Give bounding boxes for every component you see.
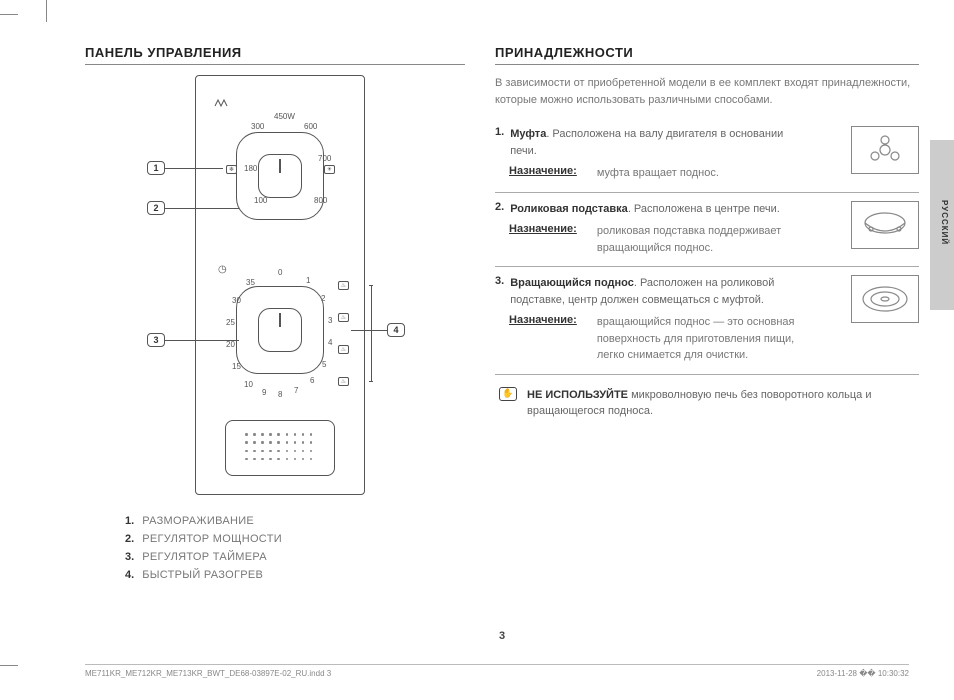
power-label: 600 <box>304 122 317 131</box>
footer-filename: ME711KR_ME712KR_ME713KR_BWT_DE68-03897E-… <box>85 669 331 678</box>
callout-2: 2 <box>147 201 165 215</box>
intro-text: В зависимости от приобретенной модели в … <box>495 75 919 108</box>
crop-mark <box>46 0 47 22</box>
clock-icon: ◷ <box>218 264 227 275</box>
power-dial <box>236 132 324 220</box>
purpose-text: вращающийся поднос — это основная поверх… <box>597 314 805 364</box>
timer-label: 6 <box>310 376 314 385</box>
item-number: 1. <box>495 126 504 159</box>
callout-line <box>165 208 239 209</box>
legend-text: РАЗМОРАЖИВАНИЕ <box>142 515 254 527</box>
legend-text: РЕГУЛЯТОР ТАЙМЕРА <box>142 551 267 563</box>
power-label: 100 <box>254 196 267 205</box>
item-number: 2. <box>495 201 504 218</box>
timer-label: 20 <box>226 340 235 349</box>
legend-item: 3. РЕГУЛЯТОР ТАЙМЕРА <box>125 551 465 563</box>
footer-timestamp: 2013-11-28 �� 10:30:32 <box>817 669 909 678</box>
control-panel-diagram: 100 180 300 450W 600 700 800 ❄ ☀ ◷ <box>145 75 405 500</box>
quickheat-icon: ♨ <box>338 376 349 386</box>
timer-label: 1 <box>306 276 310 285</box>
legend-num: 3. <box>125 551 134 563</box>
accessory-item: 3. Вращающийся поднос. Расположен на рол… <box>495 267 919 375</box>
crop-mark <box>0 665 18 666</box>
timer-label: 7 <box>294 386 298 395</box>
timer-label: 5 <box>322 360 326 369</box>
accessory-item: 2. Роликовая подставка. Расположена в це… <box>495 193 919 268</box>
callout-line <box>165 340 239 341</box>
timer-dial <box>236 286 324 374</box>
timer-label: 10 <box>244 380 253 389</box>
callout-3: 3 <box>147 333 165 347</box>
quickheat-icon: ♨ <box>338 280 349 290</box>
callout-line <box>165 168 223 169</box>
legend-list: 1. РАЗМОРАЖИВАНИЕ 2. РЕГУЛЯТОР МОЩНОСТИ … <box>125 515 465 581</box>
dial-icon: ❄ <box>226 164 237 174</box>
door-release-button <box>225 420 335 476</box>
callout-bracket <box>369 285 373 286</box>
callout-bracket <box>371 330 387 331</box>
timer-label: 9 <box>262 388 266 397</box>
callout-4: 4 <box>387 323 405 337</box>
crop-mark <box>0 14 18 15</box>
power-label: 450W <box>274 112 295 121</box>
defrost-icon <box>214 98 228 110</box>
timer-label: 35 <box>246 278 255 287</box>
item-title: Вращающийся поднос. Расположен на ролико… <box>510 275 805 308</box>
warning-note: ✋ НЕ ИСПОЛЬЗУЙТЕ микроволновую печь без … <box>499 387 919 420</box>
timer-label: 25 <box>226 318 235 327</box>
timer-label: 8 <box>278 390 282 399</box>
callout-1: 1 <box>147 161 165 175</box>
quickheat-icon: ♨ <box>338 312 349 322</box>
purpose-label: Назначение: <box>509 165 577 182</box>
legend-num: 4. <box>125 569 134 581</box>
legend-text: БЫСТРЫЙ РАЗОГРЕВ <box>142 569 263 581</box>
power-label: 800 <box>314 196 327 205</box>
control-panel-section: ПАНЕЛЬ УПРАВЛЕНИЯ 100 180 300 450W 600 <box>85 45 465 587</box>
legend-num: 2. <box>125 533 134 545</box>
item-title: Роликовая подставка. Расположена в центр… <box>510 201 780 218</box>
legend-item: 2. РЕГУЛЯТОР МОЩНОСТИ <box>125 533 465 545</box>
legend-item: 4. БЫСТРЫЙ РАЗОГРЕВ <box>125 569 465 581</box>
power-label: 700 <box>318 154 331 163</box>
roller-ring-icon <box>851 201 919 249</box>
language-label: РУССКИЙ <box>940 200 949 245</box>
item-title: Муфта. Расположена на валу двигателя в о… <box>510 126 805 159</box>
footer: ME711KR_ME712KR_ME713KR_BWT_DE68-03897E-… <box>85 664 909 678</box>
coupler-icon <box>851 126 919 174</box>
panel-outline: 100 180 300 450W 600 700 800 ❄ ☀ ◷ <box>195 75 365 495</box>
warning-text: НЕ ИСПОЛЬЗУЙТЕ микроволновую печь без по… <box>527 387 919 420</box>
legend-text: РЕГУЛЯТОР МОЩНОСТИ <box>142 533 282 545</box>
purpose-text: муфта вращает поднос. <box>597 165 719 182</box>
legend-item: 1. РАЗМОРАЖИВАНИЕ <box>125 515 465 527</box>
timer-label: 3 <box>328 316 332 325</box>
page-number: 3 <box>499 630 505 642</box>
accessory-item: 1. Муфта. Расположена на валу двигателя … <box>495 118 919 193</box>
purpose-text: роликовая подставка поддерживает вращающ… <box>597 223 805 256</box>
dial-icon: ☀ <box>324 164 335 174</box>
warning-icon: ✋ <box>499 387 517 401</box>
purpose-label: Назначение: <box>509 223 577 256</box>
timer-label: 4 <box>328 338 332 347</box>
timer-label: 30 <box>232 296 241 305</box>
timer-label: 15 <box>232 362 241 371</box>
timer-label: 2 <box>321 294 325 303</box>
dot-pattern <box>245 433 315 463</box>
callout-bracket <box>371 285 372 381</box>
legend-num: 1. <box>125 515 134 527</box>
section-heading: ПАНЕЛЬ УПРАВЛЕНИЯ <box>85 45 465 65</box>
turntable-icon <box>851 275 919 323</box>
item-number: 3. <box>495 275 504 308</box>
power-label: 180 <box>244 164 257 173</box>
accessories-section: ПРИНАДЛЕЖНОСТИ В зависимости от приобрет… <box>495 45 919 587</box>
power-label: 300 <box>251 122 264 131</box>
timer-label: 0 <box>278 268 282 277</box>
purpose-label: Назначение: <box>509 314 577 364</box>
quickheat-icon: ♨ <box>338 344 349 354</box>
section-heading: ПРИНАДЛЕЖНОСТИ <box>495 45 919 65</box>
callout-bracket <box>369 381 373 382</box>
